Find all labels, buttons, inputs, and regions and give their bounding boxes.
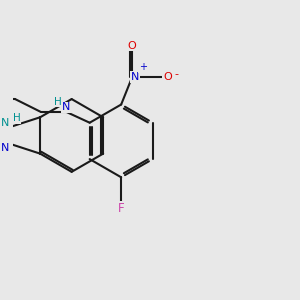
Text: H: H [54,97,62,106]
Text: F: F [118,202,124,215]
Text: H: H [13,113,20,123]
Text: O: O [128,40,136,51]
Text: -: - [175,69,179,79]
Text: N: N [62,102,70,112]
Text: +: + [139,62,147,72]
Text: N: N [2,118,10,128]
Text: N: N [131,72,139,82]
Text: N: N [2,143,10,153]
Text: O: O [163,72,172,82]
